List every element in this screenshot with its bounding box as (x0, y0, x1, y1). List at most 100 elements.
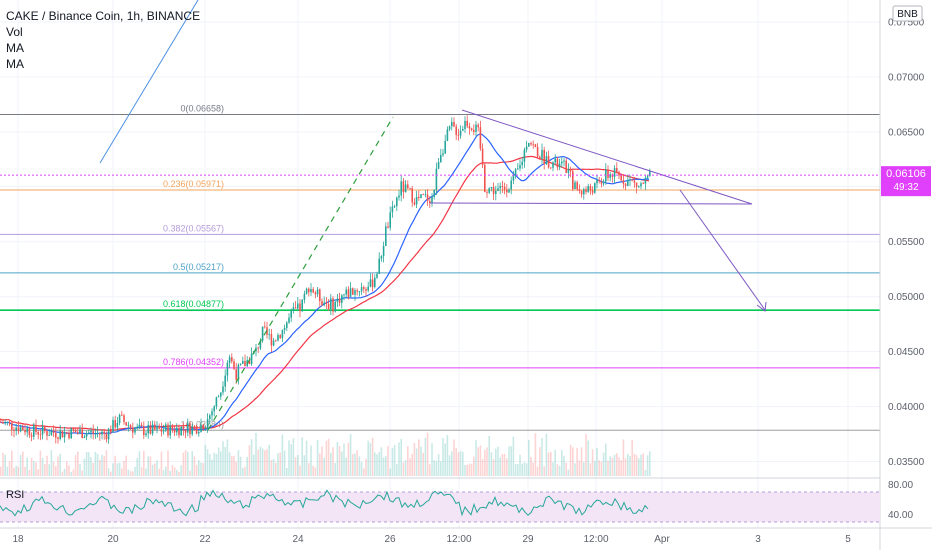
triangle-lower-line[interactable] (429, 202, 753, 205)
price-badge-countdown: 49:32 (893, 182, 918, 193)
volume-bar (367, 440, 369, 476)
rsi-line (0, 489, 649, 517)
volume-bar (561, 449, 563, 476)
volume-bar (330, 452, 332, 476)
volume-bar (391, 447, 394, 476)
volume-bar (633, 453, 636, 476)
volume-bar (631, 439, 633, 476)
candle-body (92, 430, 94, 434)
blue-trend-line[interactable] (99, 0, 199, 164)
volume-bar (448, 455, 451, 476)
candle-body (415, 196, 418, 205)
candle-body (638, 186, 640, 188)
x-tick-label: 12:00 (446, 534, 471, 545)
candle-body (347, 289, 350, 297)
volume-bar (85, 452, 88, 476)
candle-body (616, 168, 618, 172)
candle-body (420, 194, 422, 199)
candle-body (596, 180, 598, 184)
candle-body (409, 188, 411, 189)
volume-bar (424, 437, 427, 476)
volume-bar (572, 447, 574, 476)
candle-body (453, 122, 455, 127)
volume-bar (609, 456, 611, 476)
triangle-upper-line[interactable] (461, 109, 753, 205)
volume-bar (600, 461, 603, 476)
volume-bar (431, 443, 433, 476)
volume-bar (17, 466, 20, 476)
volume-bar (129, 471, 132, 476)
volume-bar (123, 460, 125, 476)
price-axis-bg (880, 0, 932, 550)
candle-body (510, 180, 512, 190)
volume-bar (228, 452, 231, 476)
volume-bar (587, 440, 589, 476)
green-dashed-trend-line[interactable] (207, 116, 394, 431)
volume-bar (624, 458, 627, 476)
candle-body (327, 303, 330, 310)
volume-bar (602, 452, 605, 476)
candle-body (624, 183, 627, 186)
candle-body (519, 165, 521, 169)
candle-body (94, 433, 97, 435)
volume-bar (46, 455, 48, 476)
volume-bar (521, 463, 523, 476)
indicator-vol[interactable]: Vol (6, 25, 23, 39)
volume-bar (292, 438, 295, 476)
y-tick-label: 0.07000 (888, 72, 925, 83)
volume-bar (488, 436, 490, 476)
candle-body (193, 425, 196, 427)
time-axis[interactable]: 18 20 22 24 26 12:00 29 12:00 Apr 3 5 (12, 534, 851, 545)
volume-bar (525, 463, 528, 476)
candle-body (4, 422, 6, 424)
volume-bar (204, 444, 207, 476)
volume-bar (154, 463, 156, 476)
candle-body (79, 429, 81, 433)
volume-bar (536, 466, 539, 476)
volume-bar (114, 455, 116, 476)
drawings[interactable] (99, 0, 767, 431)
indicator-ma-2[interactable]: MA (6, 57, 24, 71)
projection-arrow-line[interactable] (679, 189, 766, 311)
volume-bar (26, 457, 28, 476)
candle-body (558, 163, 561, 168)
volume-bar (279, 452, 281, 476)
volume-bar (453, 439, 455, 476)
candle-body (649, 170, 651, 177)
currency-badge[interactable]: BNB (892, 5, 923, 22)
candle-body (486, 191, 488, 193)
candle-body (642, 183, 644, 185)
candle-body (217, 396, 220, 398)
volume-bar (88, 452, 90, 476)
volume-bar (580, 447, 583, 476)
x-tick-label: 22 (199, 534, 211, 545)
volume-bar (433, 460, 435, 476)
candle-body (2, 422, 4, 424)
volume-bar (576, 448, 578, 476)
candle-body (268, 334, 270, 335)
candle-body (402, 181, 405, 193)
volume-bar (103, 456, 105, 476)
candle-body (627, 179, 629, 186)
indicator-ma-1[interactable]: MA (6, 41, 24, 55)
fib-retracement[interactable]: 0(0.06658) 0.236(0.05971) 0.382(0.05567) 0.… (0, 104, 880, 431)
candle-body (259, 340, 262, 349)
volume-bar (167, 450, 169, 476)
volume-bar (48, 464, 50, 476)
candle-body (158, 425, 160, 429)
candle-body (398, 195, 400, 198)
candle-body (275, 340, 277, 342)
candle-body (521, 161, 523, 166)
candle-body (585, 189, 587, 192)
candle-body (543, 149, 545, 165)
candle-body (182, 426, 185, 430)
volume-bar (635, 455, 638, 476)
volume-bar (110, 471, 112, 476)
candle-body (550, 167, 552, 169)
volume-bar (0, 466, 2, 476)
candle-body (312, 289, 314, 293)
candle-body (556, 158, 559, 168)
volume-bar (136, 458, 138, 476)
candle-body (290, 310, 292, 318)
